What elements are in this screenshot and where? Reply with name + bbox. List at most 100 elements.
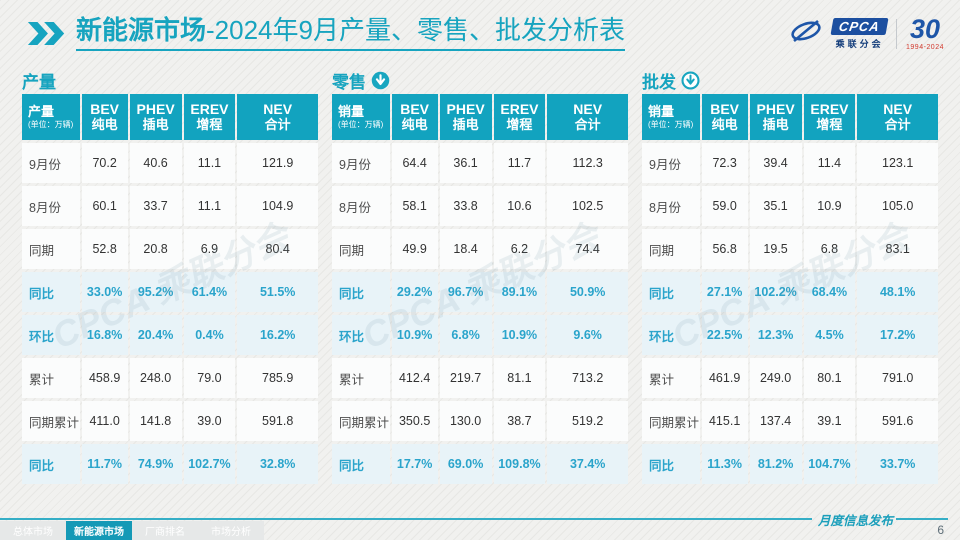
header-cell-phev: PHEV 插电 [749, 94, 802, 140]
table-row: 同期 49.9 18.4 6.2 74.4 [332, 229, 628, 269]
header-cell-nev: NEV 合计 [857, 94, 938, 140]
cell-value: 102.5 [547, 186, 628, 226]
cell-value: 219.7 [439, 358, 492, 398]
table-header-row: 产量 (单位：万辆) BEV 纯电 PHEV 插电 EREV 增程 [22, 94, 318, 140]
cell-value: 72.3 [701, 143, 748, 183]
row-label: 同比 [642, 444, 700, 484]
row-label: 同比 [332, 272, 390, 312]
cell-value: 27.1% [701, 272, 748, 312]
table-row: 同期累计 411.0 141.8 39.0 591.8 [22, 401, 318, 441]
production-table: 产量 (单位：万辆) BEV 纯电 PHEV 插电 EREV 增程 [22, 94, 318, 484]
unit-sub: (单位：万辆) [648, 119, 694, 129]
tab-nev-market[interactable]: 新能源市场 [66, 521, 132, 540]
down-arrow-filled-icon [371, 71, 390, 90]
cpca-subtitle: 乘联分会 [835, 38, 884, 49]
row-label: 同期 [22, 229, 80, 269]
section-production: 产量 产量 (单位：万辆) BEV 纯电 PHEV 插电 [22, 66, 318, 484]
tab-overall-market[interactable]: 总体市场 [13, 527, 53, 538]
tab-market-analysis[interactable]: 市场分析 [211, 527, 251, 538]
cell-value: 112.3 [547, 143, 628, 183]
row-label: 同期累计 [332, 401, 390, 441]
cell-value: 51.5% [237, 272, 318, 312]
cell-value: 415.1 [701, 401, 748, 441]
row-label: 同比 [22, 444, 80, 484]
cell-value: 20.4% [129, 315, 182, 355]
section-header-production: 产量 [22, 66, 318, 94]
cell-value: 60.1 [81, 186, 128, 226]
cell-value: 11.7% [81, 444, 128, 484]
cell-value: 49.9 [391, 229, 438, 269]
header-cell-erev: EREV 增程 [493, 94, 546, 140]
cell-value: 16.2% [237, 315, 318, 355]
table-header-row: 销量 (单位：万辆) BEV 纯电 PHEV 插电 EREV 增程 [642, 94, 938, 140]
cell-value: 109.8% [493, 444, 546, 484]
cell-value: 412.4 [391, 358, 438, 398]
cell-value: 33.8 [439, 186, 492, 226]
table-row: 8月份 58.1 33.8 10.6 102.5 [332, 186, 628, 226]
cell-value: 10.9 [803, 186, 856, 226]
row-label: 环比 [332, 315, 390, 355]
cell-value: 52.8 [81, 229, 128, 269]
unit-label: 销量 [648, 103, 675, 119]
cell-value: 59.0 [701, 186, 748, 226]
cell-value: 80.1 [803, 358, 856, 398]
table-row: 同期 56.8 19.5 6.8 83.1 [642, 229, 938, 269]
page-number: 6 [937, 523, 944, 537]
cell-value: 141.8 [129, 401, 182, 441]
cell-value: 591.6 [857, 401, 938, 441]
row-label: 8月份 [22, 186, 80, 226]
cell-value: 6.8 [803, 229, 856, 269]
cell-value: 39.4 [749, 143, 802, 183]
cell-value: 249.0 [749, 358, 802, 398]
row-label: 环比 [642, 315, 700, 355]
header-cell-phev: PHEV 插电 [129, 94, 182, 140]
tab-manufacturer-ranking[interactable]: 厂商排名 [145, 527, 185, 538]
cpca-badge-text: CPCA [830, 17, 889, 35]
table-row: 同比 11.7% 74.9% 102.7% 32.8% [22, 444, 318, 484]
table-row: 同比 29.2% 96.7% 89.1% 50.9% [332, 272, 628, 312]
header-cell-nev: NEV 合计 [237, 94, 318, 140]
table-row: 累计 458.9 248.0 79.0 785.9 [22, 358, 318, 398]
section-label-wholesale: 批发 [642, 72, 676, 92]
header-cell-unit: 产量 (单位：万辆) [22, 94, 80, 140]
cell-value: 58.1 [391, 186, 438, 226]
anniversary-years: 1994-2024 [906, 44, 944, 51]
cell-value: 10.9% [391, 315, 438, 355]
row-label: 同比 [332, 444, 390, 484]
cell-value: 12.3% [749, 315, 802, 355]
page-title: 新能源市场-2024年9月产量、零售、批发分析表 [76, 15, 625, 51]
table-row: 8月份 59.0 35.1 10.9 105.0 [642, 186, 938, 226]
table-row: 同比 17.7% 69.0% 109.8% 37.4% [332, 444, 628, 484]
cell-value: 37.4% [547, 444, 628, 484]
cell-value: 458.9 [81, 358, 128, 398]
table-row: 同比 33.0% 95.2% 61.4% 51.5% [22, 272, 318, 312]
row-label: 同比 [642, 272, 700, 312]
cell-value: 96.7% [439, 272, 492, 312]
logo-divider [896, 18, 898, 49]
cell-value: 123.1 [857, 143, 938, 183]
table-row: 同期 52.8 20.8 6.9 80.4 [22, 229, 318, 269]
cell-value: 39.0 [183, 401, 236, 441]
header-cell-unit: 销量 (单位：万辆) [332, 94, 390, 140]
cell-value: 61.4% [183, 272, 236, 312]
row-label: 9月份 [642, 143, 700, 183]
unit-sub: (单位：万辆) [338, 119, 384, 129]
cell-value: 33.7 [129, 186, 182, 226]
unit-label: 销量 [338, 103, 365, 119]
cell-value: 102.7% [183, 444, 236, 484]
row-label: 同期 [332, 229, 390, 269]
row-label: 8月份 [332, 186, 390, 226]
header-cell-bev: BEV 纯电 [701, 94, 748, 140]
header-cell-nev: NEV 合计 [547, 94, 628, 140]
cell-value: 29.2% [391, 272, 438, 312]
cell-value: 17.2% [857, 315, 938, 355]
row-label: 同比 [22, 272, 80, 312]
cell-value: 137.4 [749, 401, 802, 441]
footer-rule-left [0, 518, 812, 520]
cell-value: 83.1 [857, 229, 938, 269]
cell-value: 9.6% [547, 315, 628, 355]
row-label: 同期累计 [22, 401, 80, 441]
header-cell-phev: PHEV 插电 [439, 94, 492, 140]
cell-value: 785.9 [237, 358, 318, 398]
double-chevron-icon [26, 21, 68, 46]
